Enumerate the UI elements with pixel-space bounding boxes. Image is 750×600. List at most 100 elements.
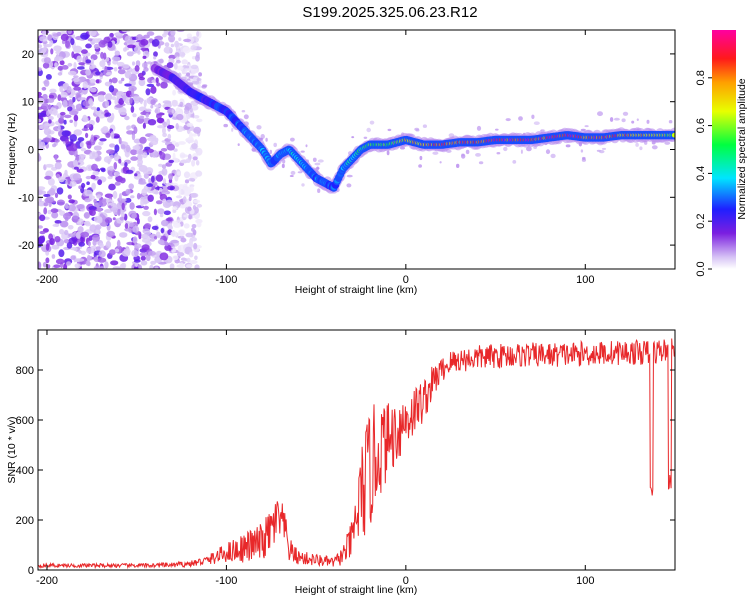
spectrogram-noise-mark	[96, 194, 102, 199]
spectrogram-noise-mark	[52, 223, 60, 227]
spectrogram-scatter-mark	[505, 118, 511, 122]
spectrogram-noise-mark	[120, 208, 124, 215]
spectrogram-noise-mark	[143, 230, 152, 236]
spectrogram-noise-mark	[93, 266, 99, 269]
spectrogram-noise-mark	[159, 252, 169, 261]
spectrogram-noise-mark	[141, 188, 148, 196]
colorbar-label: Normalized spectral amplitude	[736, 78, 748, 219]
spectrogram-noise-mark	[176, 219, 182, 223]
spectrogram-noise-mark	[134, 65, 140, 72]
spectrogram-noise-mark	[164, 42, 170, 47]
spectrogram-noise-mark	[68, 199, 75, 204]
spectrogram-scatter-mark	[192, 113, 195, 119]
spectrogram-noise-mark	[194, 255, 198, 261]
spectrogram-noise-mark	[125, 169, 134, 174]
spectrogram-noise-mark	[83, 221, 88, 225]
spectrogram-scatter-mark	[281, 163, 285, 169]
spectrogram-noise-mark	[125, 197, 132, 203]
spectrogram-noise-mark	[139, 136, 147, 144]
spectrogram-scatter-mark	[646, 119, 650, 124]
spectrogram-noise-mark	[137, 72, 144, 78]
spectrogram-noise-mark	[103, 52, 107, 60]
spectrogram-scatter-mark	[664, 141, 671, 145]
spectrogram-y-tick-label: -10	[18, 192, 34, 204]
spectrogram-noise-mark	[195, 160, 200, 166]
snr-panel: -200 -100 0 100 0 200 400 600 800 Height of str…	[6, 329, 676, 596]
spectrogram-noise-mark	[117, 91, 125, 96]
spectrogram-noise-mark	[154, 191, 159, 195]
spectrogram-noise-mark	[39, 230, 46, 235]
spectrogram-noise-mark	[138, 76, 145, 81]
spectrogram-noise-mark	[140, 255, 146, 261]
snr-background	[38, 330, 675, 570]
spectrogram-noise-mark	[85, 260, 91, 266]
spectrogram-noise-mark	[162, 100, 172, 104]
spectrogram-noise-mark	[114, 144, 120, 153]
spectrogram-noise-mark	[135, 34, 144, 42]
spectrogram-noise-mark	[153, 51, 158, 57]
spectrogram-noise-mark	[55, 56, 64, 62]
spectrogram-noise-mark	[191, 80, 200, 85]
spectrogram-noise-mark	[184, 179, 190, 184]
spectrogram-noise-mark	[45, 74, 52, 80]
spectrogram-noise-mark	[67, 176, 71, 185]
spectrogram-scatter-mark	[496, 152, 501, 155]
spectrogram-noise-mark	[116, 239, 121, 248]
spectrogram-noise-mark	[183, 38, 192, 43]
spectrogram-scatter-mark	[609, 117, 614, 122]
spectrogram-noise-mark	[124, 115, 130, 121]
spectrogram-ylabel: Frequency (Hz)	[6, 113, 18, 185]
spectrogram-noise-mark	[124, 83, 132, 87]
spectrogram-noise-mark	[95, 51, 100, 55]
spectrogram-noise-mark	[126, 130, 134, 135]
spectrogram-scatter-mark	[223, 123, 228, 128]
spectrogram-noise-mark	[79, 141, 85, 148]
spectrogram-noise-mark	[53, 264, 61, 269]
spectrogram-noise-mark	[155, 77, 159, 84]
spectrogram-noise-mark	[160, 81, 168, 89]
spectrogram-noise-mark	[51, 244, 60, 250]
spectrogram-noise-mark	[73, 159, 78, 166]
spectrogram-noise-mark	[103, 156, 112, 163]
spectrogram-noise-mark	[111, 96, 117, 101]
spectrogram-noise-mark	[84, 198, 91, 203]
spectrogram-noise-mark	[133, 126, 138, 134]
spectrogram-noise-mark	[107, 175, 113, 180]
spectrogram-noise-mark	[62, 99, 68, 108]
spectrogram-scatter-mark	[432, 151, 439, 155]
spectrogram-noise-mark	[57, 94, 62, 101]
spectrogram-noise-mark	[156, 82, 161, 87]
spectrogram-noise-mark	[118, 66, 122, 70]
spectrogram-noise-mark	[54, 220, 62, 224]
spectrogram-noise-mark	[63, 212, 72, 220]
spectrogram-noise-mark	[108, 183, 116, 191]
spectrogram-noise-mark	[69, 110, 78, 116]
spectrogram-noise-mark	[132, 95, 141, 102]
spectrogram-noise-mark	[124, 71, 132, 79]
spectrogram-noise-mark	[85, 123, 92, 128]
spectrogram-noise-mark	[104, 81, 112, 87]
spectrogram-noise-mark	[130, 105, 135, 113]
spectrogram-noise-mark	[171, 99, 178, 107]
spectrogram-scatter-mark	[518, 116, 523, 121]
spectrogram-noise-mark	[154, 107, 161, 115]
spectrogram-scatter-mark	[351, 136, 355, 139]
spectrogram-noise-mark	[190, 45, 197, 51]
spectrogram-noise-mark	[63, 114, 72, 119]
spectrogram-noise-mark	[73, 75, 79, 79]
spectrogram-noise-mark	[91, 182, 96, 191]
spectrogram-noise-mark	[70, 255, 76, 260]
spectrogram-noise-mark	[87, 38, 93, 42]
spectrogram-noise-mark	[186, 72, 191, 77]
spectrogram-noise-mark	[42, 261, 48, 268]
spectrogram-noise-mark	[68, 237, 77, 244]
spectrogram-noise-mark	[57, 72, 63, 76]
spectrogram-y-tick-label: 20	[22, 49, 34, 61]
snr-y-tick-label: 600	[16, 415, 34, 427]
spectrogram-scatter-mark	[297, 171, 303, 174]
spectrogram-scatter-mark	[231, 127, 234, 132]
spectrogram-noise-mark	[129, 222, 135, 228]
spectrogram-noise-mark	[85, 132, 89, 138]
spectrogram-noise-mark	[191, 105, 199, 111]
spectrogram-noise-mark	[140, 47, 149, 51]
